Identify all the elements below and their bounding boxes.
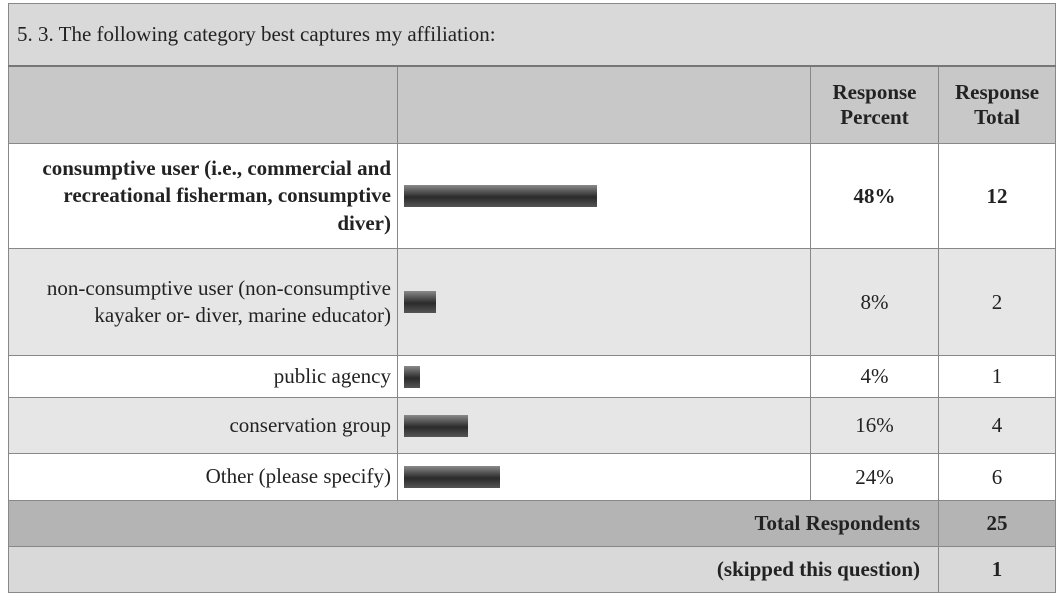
survey-table-wrap: 5. 3. The following category best captur…: [7, 3, 1057, 593]
response-total: 4: [937, 397, 1057, 454]
data-row: public agency 4% 1: [8, 355, 1057, 398]
bar: [404, 365, 421, 388]
row-label: conservation group: [8, 397, 398, 454]
survey-table: 5. 3. The following category best captur…: [7, 3, 1057, 593]
bar: [404, 185, 597, 207]
data-row: conservation group 16% 4: [8, 397, 1057, 454]
data-row: Other (please specify) 24% 6: [8, 453, 1057, 501]
bar: [404, 466, 501, 488]
header-row: Response Percent Response Total: [8, 65, 1057, 144]
bar-cell: [397, 143, 811, 249]
bar-cell: [397, 355, 811, 398]
bar-cell: [397, 453, 811, 501]
footer-row: Total Respondents 25: [8, 500, 1057, 547]
data-row: non-consumptive user (non-consumptive ka…: [8, 248, 1057, 356]
row-label: public agency: [8, 355, 398, 398]
footer-label: Total Respondents: [8, 500, 939, 547]
response-percent: 16%: [810, 397, 939, 454]
header-total: Response Total: [937, 65, 1057, 144]
bar-cell: [397, 397, 811, 454]
data-row: consumptive user (i.e., commercial and r…: [8, 143, 1057, 249]
header-blank: [8, 65, 398, 144]
response-total: 6: [937, 453, 1057, 501]
response-total: 12: [937, 143, 1057, 249]
bar-cell: [397, 248, 811, 356]
bar: [404, 414, 469, 437]
header-percent: Response Percent: [810, 65, 939, 144]
header-blank: [397, 65, 811, 144]
footer-total: 1: [937, 546, 1057, 593]
response-percent: 4%: [810, 355, 939, 398]
response-percent: 24%: [810, 453, 939, 501]
footer-row: (skipped this question) 1: [8, 546, 1057, 593]
title-row: 5. 3. The following category best captur…: [7, 3, 1057, 67]
row-label: Other (please specify): [8, 453, 398, 501]
footer-label: (skipped this question): [8, 546, 939, 593]
response-percent: 8%: [810, 248, 939, 356]
question-title: 5. 3. The following category best captur…: [7, 3, 1057, 67]
response-total: 2: [937, 248, 1057, 356]
response-total: 1: [937, 355, 1057, 398]
row-label: consumptive user (i.e., commercial and r…: [8, 143, 398, 249]
footer-total: 25: [937, 500, 1057, 547]
row-label: non-consumptive user (non-consumptive ka…: [8, 248, 398, 356]
bar: [404, 291, 437, 313]
response-percent: 48%: [810, 143, 939, 249]
